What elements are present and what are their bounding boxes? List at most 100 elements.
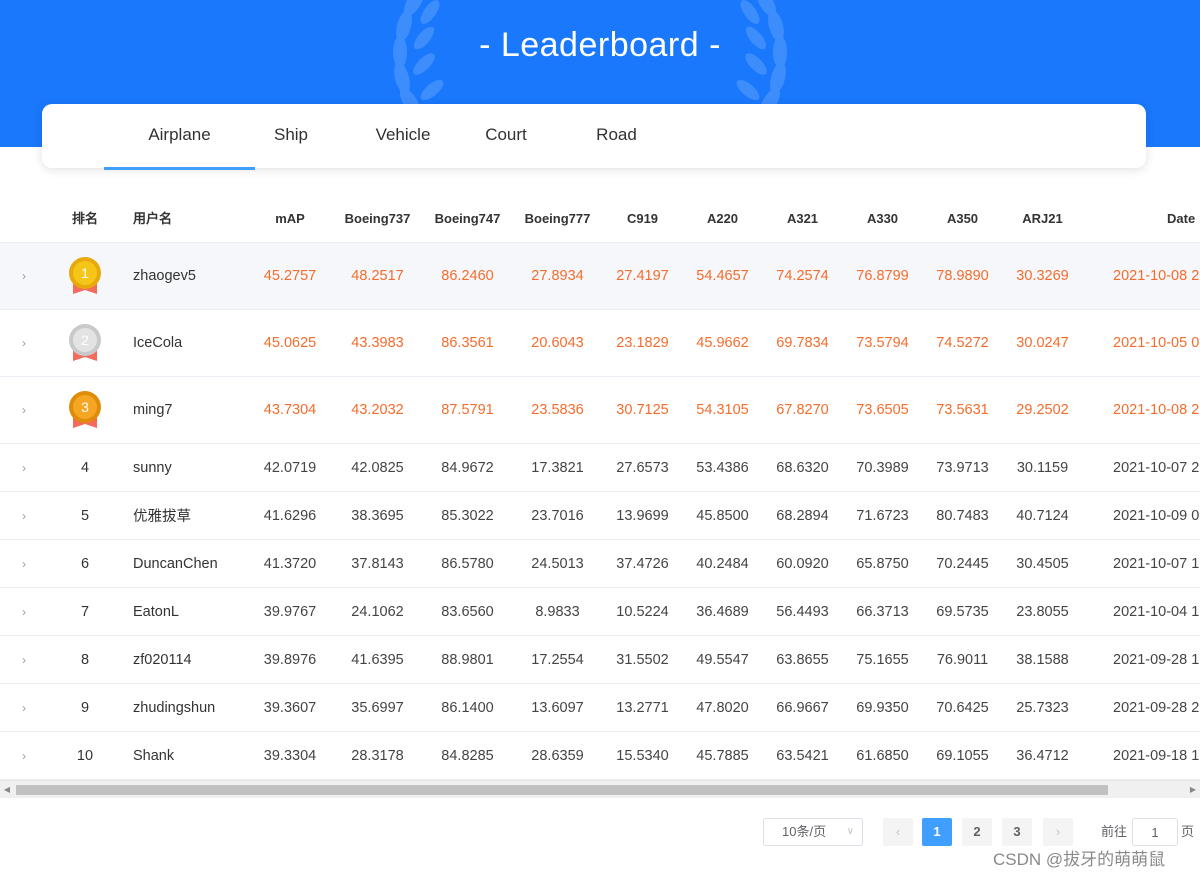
a330-cell: 61.6850 [856, 747, 909, 764]
boeing737-cell: 35.6997 [351, 699, 404, 716]
page-button-3[interactable]: 3 [1002, 818, 1032, 846]
a330-cell: 65.8750 [856, 555, 909, 572]
tab-ship[interactable]: Ship [273, 125, 309, 144]
boeing747-cell: 84.9672 [441, 459, 494, 476]
date-cell: 2021-10-05 0 [1113, 335, 1200, 351]
a220-cell: 45.7885 [696, 747, 749, 764]
a330-cell: 76.8799 [856, 268, 909, 284]
scroll-right-arrow-icon[interactable]: ▶ [1189, 785, 1197, 794]
a330-cell: 69.9350 [856, 699, 909, 716]
expand-chevron-icon[interactable]: › [22, 336, 26, 350]
medal-icon: 2 [69, 324, 101, 361]
table-row[interactable]: › 1 zhaogev5 45.2757 48.2517 86.2460 27.8934 27… [0, 243, 1200, 310]
a220-cell: 54.3105 [696, 402, 749, 418]
expand-chevron-icon[interactable]: › [22, 748, 26, 763]
date-cell: 2021-10-08 2 [1113, 268, 1200, 284]
a220-cell: 54.4657 [696, 268, 749, 284]
boeing777-cell: 23.5836 [531, 402, 584, 418]
date-cell: 2021-10-07 2 [1113, 459, 1200, 476]
expand-chevron-icon[interactable]: › [22, 556, 26, 571]
scrollbar-thumb[interactable] [16, 785, 1108, 795]
a330-cell: 73.6505 [856, 402, 909, 418]
username-cell: Shank [133, 747, 175, 764]
username-cell: DuncanChen [133, 555, 218, 572]
boeing737-cell: 28.3178 [351, 747, 404, 764]
goto-label: 前往 [1101, 824, 1128, 839]
horizontal-scrollbar[interactable]: ◀ ▶ [0, 780, 1200, 798]
arj21-cell: 40.7124 [1016, 507, 1069, 524]
tab-vehicle[interactable]: Vehicle [375, 125, 431, 144]
rank-cell: 7 [60, 588, 110, 635]
expand-chevron-icon[interactable]: › [22, 508, 26, 523]
rank-number: 4 [80, 459, 90, 476]
boeing747-cell: 85.3022 [441, 507, 494, 524]
a220-cell: 49.5547 [696, 651, 749, 668]
goto-page-input[interactable] [1132, 818, 1178, 846]
rank-cell: 4 [60, 444, 110, 491]
table-row[interactable]: › 10 Shank 39.3304 28.3178 84.8285 28.6359 15.5… [0, 732, 1200, 780]
page-title: - Leaderboard - [479, 26, 721, 64]
rank-number: 10 [76, 747, 94, 764]
boeing747-cell: 84.8285 [441, 747, 494, 764]
table-row[interactable]: › 9 zhudingshun 39.3607 35.6997 86.1400 13.609… [0, 684, 1200, 732]
page-size-select[interactable]: 10条/页 ∨ [763, 818, 863, 846]
map-cell: 41.6296 [263, 507, 317, 524]
table-row[interactable]: › 6 DuncanChen 41.3720 37.8143 86.5780 24.5013… [0, 540, 1200, 588]
table-row[interactable]: › 7 EatonL 39.9767 24.1062 83.6560 8.9833 10.52… [0, 588, 1200, 636]
a350-cell: 70.6425 [936, 699, 989, 716]
tab-airplane[interactable]: Airplane [104, 104, 255, 170]
rank-number: 7 [80, 603, 90, 620]
table-row[interactable]: › 2 IceCola 45.0625 43.3983 86.3561 20.6043 23.… [0, 310, 1200, 377]
map-cell: 39.3607 [263, 699, 317, 716]
rank-number: 8 [80, 651, 90, 668]
expand-chevron-icon[interactable]: › [22, 604, 26, 619]
page-button-1[interactable]: 1 [922, 818, 952, 846]
column-header-a330: A330 [866, 211, 899, 226]
a350-cell: 73.5631 [936, 402, 989, 418]
column-header-map: mAP [275, 211, 305, 226]
expand-chevron-icon[interactable]: › [22, 460, 26, 475]
table-row[interactable]: › 4 sunny 42.0719 42.0825 84.9672 17.3821 27.65… [0, 444, 1200, 492]
username-cell: sunny [133, 459, 172, 476]
arj21-cell: 30.3269 [1016, 268, 1069, 284]
boeing737-cell: 43.2032 [351, 402, 404, 418]
column-header-boeing737: Boeing737 [344, 211, 411, 226]
date-cell: 2021-10-04 1 [1113, 603, 1200, 620]
page-size-value: 10条/页 [782, 824, 827, 839]
a321-cell: 68.6320 [776, 459, 829, 476]
arj21-cell: 25.7323 [1016, 699, 1069, 716]
boeing777-cell: 8.9833 [535, 603, 580, 620]
prev-page-chevron-icon[interactable]: ‹ [883, 818, 913, 846]
a350-cell: 69.1055 [936, 747, 989, 764]
table-row[interactable]: › 3 ming7 43.7304 43.2032 87.5791 23.5836 30.71… [0, 377, 1200, 444]
expand-chevron-icon[interactable]: › [22, 652, 26, 667]
tab-court[interactable]: Court [485, 125, 527, 144]
tab-road[interactable]: Road [596, 125, 637, 144]
medal-rank-number: 1 [81, 265, 89, 281]
rank-number: 9 [80, 699, 90, 716]
username-cell: zhaogev5 [133, 268, 196, 284]
boeing737-cell: 38.3695 [351, 507, 404, 524]
rank-number: 5 [80, 507, 90, 524]
expand-chevron-icon[interactable]: › [22, 403, 26, 417]
arj21-cell: 30.4505 [1016, 555, 1069, 572]
scroll-left-arrow-icon[interactable]: ◀ [3, 785, 11, 794]
boeing747-cell: 86.5780 [441, 555, 494, 572]
c919-cell: 37.4726 [616, 555, 669, 572]
boeing737-cell: 43.3983 [351, 335, 404, 351]
next-page-chevron-icon[interactable]: › [1043, 818, 1073, 846]
a220-cell: 45.9662 [696, 335, 749, 351]
boeing737-cell: 41.6395 [351, 651, 404, 668]
table-row[interactable]: › 8 zf020114 39.8976 41.6395 88.9801 17.2554 31… [0, 636, 1200, 684]
a350-cell: 76.9011 [936, 651, 989, 668]
c919-cell: 23.1829 [616, 335, 669, 351]
expand-chevron-icon[interactable]: › [22, 269, 26, 283]
expand-chevron-icon[interactable]: › [22, 700, 26, 715]
username-cell: IceCola [133, 335, 183, 351]
rank-number: 6 [80, 555, 90, 572]
page-button-2[interactable]: 2 [962, 818, 992, 846]
column-header-a220: A220 [706, 211, 739, 226]
a321-cell: 60.0920 [776, 555, 829, 572]
medal-rank-number: 2 [81, 332, 89, 348]
table-row[interactable]: › 5 优雅拔草 41.6296 38.3695 85.3022 23.7016 13.969… [0, 492, 1200, 540]
